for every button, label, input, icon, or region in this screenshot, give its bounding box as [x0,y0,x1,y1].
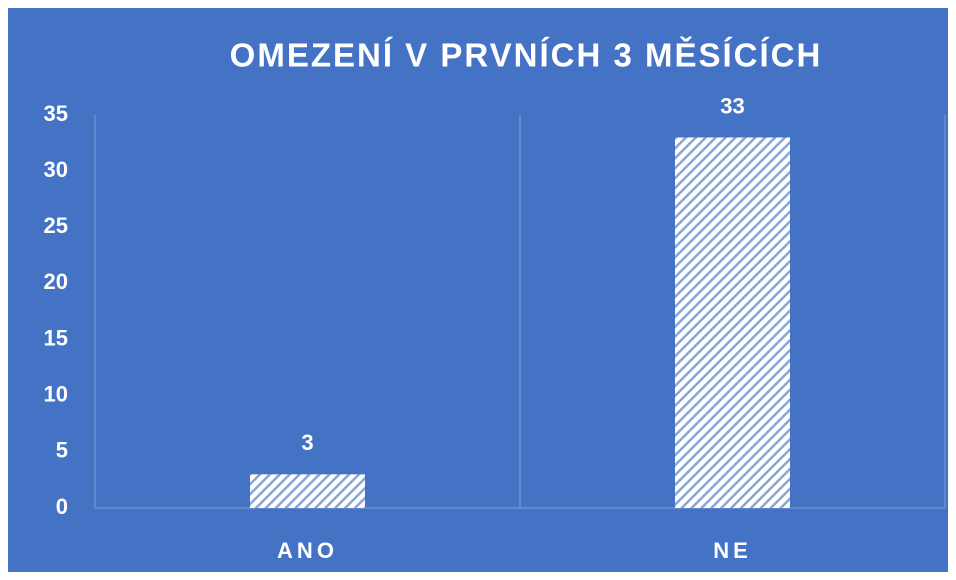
data-label: 3 [301,430,313,455]
y-tick-label: 20 [44,269,68,294]
chart-background [8,8,948,572]
y-tick-label: 15 [44,325,68,350]
y-tick-label: 35 [44,101,68,126]
y-tick-label: 25 [44,213,68,238]
y-tick-label: 5 [56,438,68,463]
bar [675,137,790,508]
data-label: 33 [720,93,744,118]
y-tick-label: 30 [44,157,68,182]
y-tick-label: 10 [44,382,68,407]
chart-title: OMEZENÍ V PRVNÍCH 3 MĚSÍCÍCH [230,37,823,74]
y-tick-label: 0 [56,494,68,519]
x-tick-label: ANO [277,538,338,563]
x-tick-label: NE [713,538,752,563]
bar [250,474,365,508]
